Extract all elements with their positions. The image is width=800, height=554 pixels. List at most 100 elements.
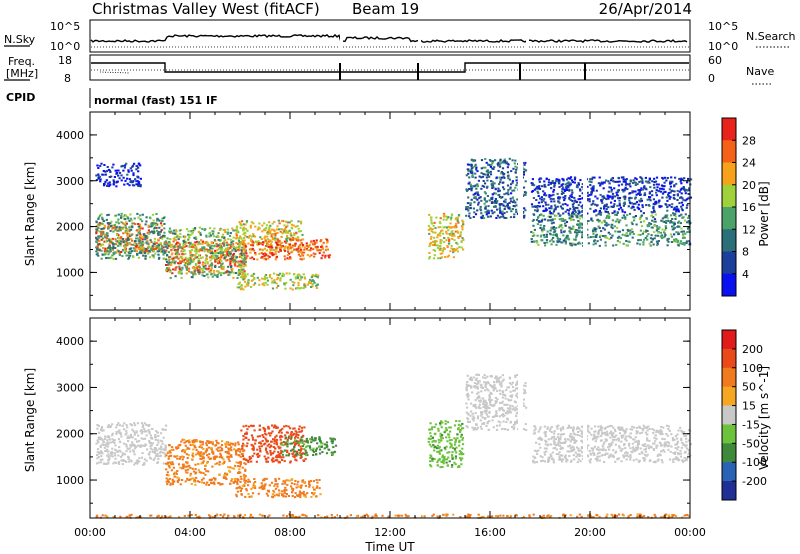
echo-cell (604, 223, 607, 226)
echo-cell (550, 187, 553, 190)
echo-cell (107, 168, 110, 171)
echo-cell (181, 479, 184, 481)
echo-cell (289, 232, 292, 235)
echo-cell (217, 248, 220, 251)
echo-cell (649, 237, 652, 240)
echo-cell (680, 227, 683, 230)
echo-cell (175, 243, 178, 246)
echo-cell (545, 203, 548, 206)
echo-cell (503, 208, 506, 210)
echo-cell (100, 461, 103, 464)
echo-cell (625, 235, 628, 237)
echo-cell (633, 219, 636, 222)
echo-cell (96, 244, 99, 247)
echo-cell (164, 251, 167, 254)
echo-cell (530, 238, 533, 240)
echo-cell (642, 230, 646, 233)
echo-cell (667, 240, 670, 243)
echo-cell (213, 244, 216, 247)
echo-cell (240, 254, 243, 257)
echo-cell (246, 229, 249, 232)
echo-cell (515, 208, 518, 211)
echo-cell (552, 190, 555, 193)
echo-cell (120, 241, 123, 244)
echo-cell (542, 210, 545, 213)
echo-cell (235, 234, 238, 237)
echo-cell (439, 230, 443, 233)
echo-cell (294, 439, 297, 442)
echo-cell (128, 243, 131, 245)
echo-cell (599, 184, 602, 187)
echo-cell (126, 173, 129, 176)
echo-cell (509, 200, 513, 203)
echo-cell (246, 273, 249, 276)
echo-cell (242, 275, 245, 278)
echo-cell (468, 181, 471, 184)
echo-cell (235, 451, 238, 454)
echo-cell (688, 240, 691, 243)
echo-cell (256, 258, 259, 261)
echo-cell (178, 272, 181, 275)
echo-cell (229, 246, 232, 249)
echo-cell (288, 243, 292, 246)
echo-cell (130, 228, 133, 231)
echo-cell (624, 195, 627, 198)
echo-cell (111, 224, 114, 227)
echo-cell (285, 431, 288, 434)
echo-cell (631, 191, 634, 194)
echo-cell (115, 433, 118, 435)
echo-cell (154, 434, 157, 436)
echo-cell (125, 222, 128, 225)
echo-cell (192, 271, 195, 274)
echo-cell (562, 196, 565, 199)
echo-cell (140, 422, 143, 425)
echo-cell (648, 222, 651, 225)
echo-cell (178, 245, 181, 248)
echo-cell (610, 179, 613, 182)
echo-cell (95, 221, 98, 224)
echo-cell (132, 450, 135, 453)
echo-cell (113, 253, 116, 256)
echo-cell (116, 220, 119, 223)
echo-cell (184, 262, 187, 264)
echo-cell (229, 442, 232, 445)
echo-cell (281, 459, 284, 461)
echo-cell (587, 195, 590, 197)
echo-cell (250, 247, 253, 250)
echo-cell (280, 228, 283, 230)
echo-cell (156, 444, 159, 446)
echo-cell (213, 455, 216, 458)
echo-cell (168, 466, 171, 469)
echo-cell (670, 214, 673, 217)
echo-cell (643, 185, 646, 188)
echo-cell (681, 197, 684, 200)
echo-cell (208, 227, 212, 230)
echo-cell (180, 276, 183, 279)
echo-cell (309, 448, 312, 451)
echo-cell (230, 266, 233, 268)
echo-cell (286, 257, 289, 260)
echo-cell (247, 425, 250, 428)
echo-cell (168, 261, 171, 264)
echo-cell (199, 233, 202, 236)
echo-cell (290, 431, 293, 434)
echo-cell (120, 215, 123, 217)
echo-cell (574, 211, 577, 214)
echo-cell (604, 221, 607, 223)
echo-cell (223, 237, 226, 240)
echo-cell (557, 178, 560, 181)
echo-cell (205, 258, 208, 260)
echo-cell (177, 447, 180, 449)
echo-cell (655, 191, 658, 194)
echo-cell (436, 234, 440, 237)
echo-cell (299, 239, 302, 242)
echo-cell (191, 245, 194, 248)
echo-cell (321, 247, 324, 250)
echo-cell (271, 246, 274, 249)
echo-cell (120, 251, 123, 253)
echo-cell (680, 178, 683, 181)
echo-cell (96, 228, 99, 231)
echo-cell (303, 248, 306, 251)
echo-cell (108, 181, 111, 184)
echo-cell (195, 471, 198, 474)
